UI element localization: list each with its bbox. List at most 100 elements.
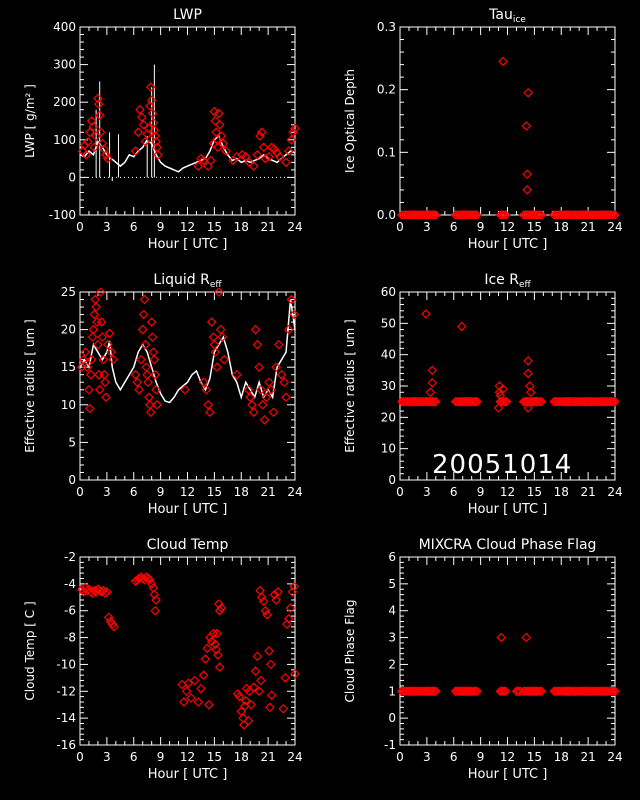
cloud_temp-point (206, 636, 217, 647)
cloud_temp-point (193, 697, 204, 707)
phase_flag-point (500, 686, 511, 697)
tau_ice-xtick-label: 3 (423, 220, 431, 234)
lwp-point (95, 127, 106, 138)
liquid_reff-point (140, 339, 151, 350)
liquid_reff-point (212, 362, 222, 373)
liquid_reff-point (143, 377, 153, 388)
tau_ice-point (522, 185, 533, 195)
cloud_temp-point (211, 644, 222, 655)
liquid_reff-point (150, 369, 161, 380)
cloud_temp-point (216, 603, 227, 613)
ice_reff-ytick-label: 20 (381, 410, 396, 424)
liquid_reff-point (201, 384, 212, 395)
cloud_temp-xtick-label: 3 (103, 750, 111, 764)
liquid_reff-point (286, 294, 297, 305)
liquid_reff-point (95, 288, 106, 297)
liquid_reff-xtick-label: 9 (157, 485, 165, 499)
cloud_temp-point (212, 628, 222, 639)
liquid_reff-point (91, 302, 101, 312)
liquid_reff-point (257, 399, 268, 410)
cloud_temp-point (179, 697, 189, 707)
cloud_temp-point (246, 699, 256, 710)
ice_reff-xtick-label: 3 (423, 485, 431, 499)
liquid_reff-xtick-label: 12 (180, 485, 195, 499)
lwp-point (209, 106, 220, 117)
ice_reff-point (533, 396, 543, 407)
liquid_reff-point (87, 332, 98, 342)
phase_flag-point (610, 686, 619, 697)
lwp-point (147, 108, 158, 119)
tau_ice-xtick-label: 12 (500, 220, 515, 234)
liquid_reff-series-line (79, 299, 296, 404)
lwp-point (264, 151, 274, 162)
liquid_reff-point (104, 328, 115, 339)
lwp-point (81, 149, 92, 160)
ice_reff-point (427, 396, 438, 407)
cloud_temp-xtick-label: 0 (76, 750, 84, 764)
liquid_reff-point (137, 324, 148, 335)
cloud_temp-xlabel: Hour [ UTC ] (148, 767, 228, 782)
tau_ice-xtick-label: 6 (450, 220, 458, 234)
lwp-point (286, 134, 297, 145)
phase_flag-point (472, 686, 482, 697)
cloud_temp-point (273, 587, 283, 597)
cloud_temp-point (256, 675, 266, 686)
liquid_reff-xtick-label: 24 (287, 485, 302, 499)
cloud_temp-point (289, 581, 299, 592)
liquid_reff-point (219, 354, 230, 365)
lwp-point (136, 112, 147, 123)
tau_ice-xtick-label: 21 (580, 220, 595, 234)
cloud_temp-point (102, 587, 112, 597)
liquid_reff-point (106, 347, 117, 358)
lwp-ytick-label: 400 (53, 20, 76, 34)
cloud_temp-point (234, 691, 245, 702)
liquid_reff-point (279, 377, 290, 388)
cloud_temp-point (146, 579, 157, 589)
lwp-xtick-label: 21 (260, 220, 275, 234)
liquid_reff-point (259, 414, 270, 425)
lwp-point (145, 101, 155, 111)
ice_reff-point (427, 365, 438, 376)
ice_reff-ytick-label: 60 (381, 285, 396, 299)
liquid_reff-point (250, 324, 261, 335)
liquid_reff-point (93, 339, 103, 350)
lwp-xtick-label: 9 (157, 220, 165, 234)
ice_reff-point (493, 403, 504, 413)
liquid_reff-point (231, 369, 242, 380)
phase_flag-xtick-label: 21 (580, 750, 595, 764)
phase_flag-point (496, 632, 507, 643)
ice_reff-plot-area (396, 309, 619, 413)
lwp-point (102, 153, 113, 164)
phase_flag-xtick-label: 0 (396, 750, 404, 764)
phase_flag-title: MIXCRA Cloud Phase Flag (419, 537, 597, 553)
cloud_temp-panel: Cloud Temp 0 3 6 9 12 15 18 21 24 -16 -14 -12 -10 -8 -6… (23, 537, 303, 782)
liquid_reff-point (80, 347, 91, 358)
liquid_reff-point (217, 332, 228, 342)
lwp-point (149, 125, 160, 136)
liquid_reff-point (78, 354, 89, 365)
lwp-point (221, 146, 231, 156)
lwp-point (144, 123, 154, 134)
liquid_reff-point (206, 317, 217, 327)
liquid_reff-point (205, 407, 215, 418)
liquid_reff-point (82, 362, 93, 373)
tau_ice-point (468, 210, 479, 219)
liquid_reff-point (152, 399, 162, 410)
phase_flag-xtick-label: 3 (423, 750, 431, 764)
liquid_reff-point (265, 384, 276, 395)
tau_ice-xtick-label: 9 (477, 220, 485, 234)
cloud_temp-point (151, 595, 161, 605)
ice_reff-xtick-label: 0 (396, 485, 404, 499)
tau_ice-point (499, 210, 509, 219)
phase_flag-ytick-label: 5 (388, 577, 396, 591)
cloud_temp-point (213, 650, 223, 660)
phase_flag-point (430, 686, 441, 697)
cloud_temp-point (240, 695, 251, 706)
cloud_temp-point (250, 666, 261, 676)
liquid_reff-point (215, 324, 226, 335)
liquid_reff-point (151, 384, 161, 395)
cloud_temp-point (283, 613, 294, 624)
cloud_temp-point (265, 659, 276, 670)
cloud_temp-point (214, 662, 225, 672)
